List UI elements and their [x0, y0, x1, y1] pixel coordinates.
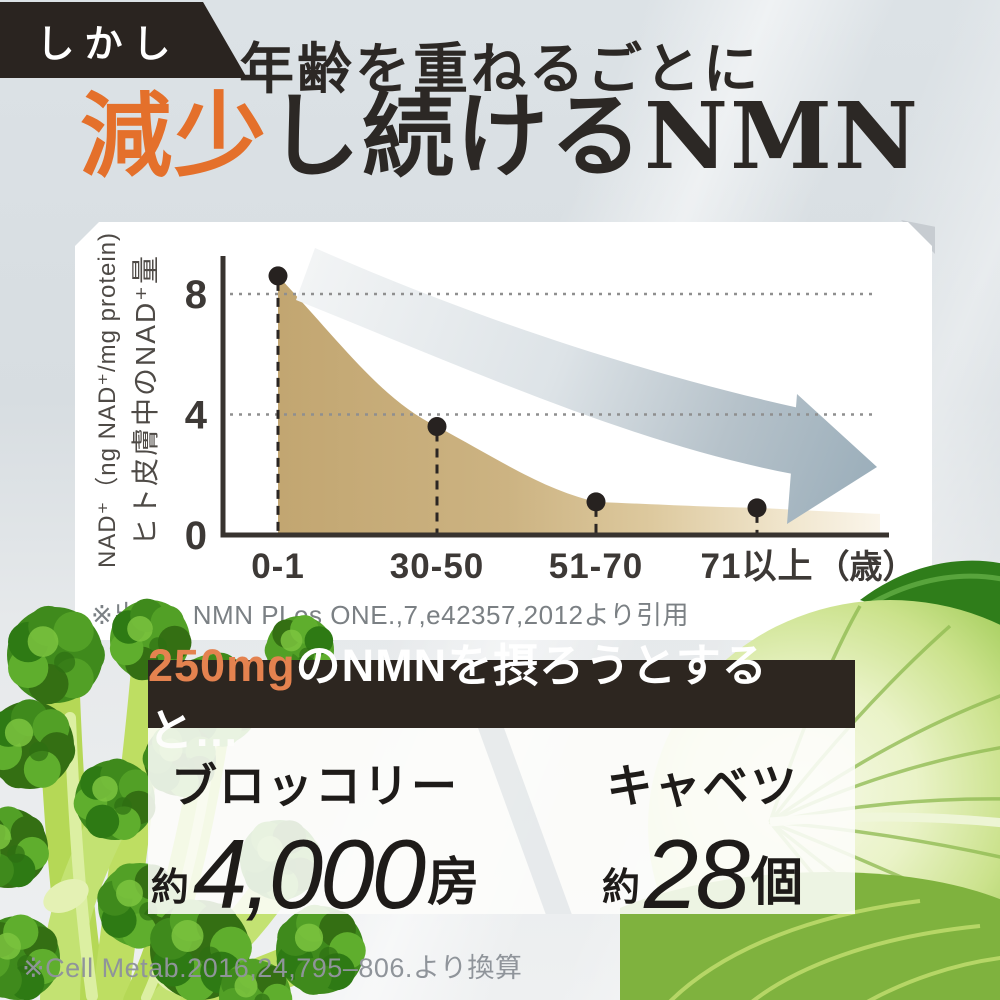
data-point-0: [268, 266, 288, 286]
ytick-8: 8: [185, 273, 207, 317]
banner-dose: 250mg: [148, 640, 296, 691]
broccoli-name: ブロッコリー: [171, 760, 459, 812]
nad-decline-chart: 0 4 8 0-1 30-50 51-70 71以上 （歳） NAD⁺（ng NAD⁺/mg p…: [94, 232, 916, 586]
chart-host: 0 4 8 0-1 30-50 51-70 71以上 （歳） NAD⁺（ng NAD⁺/mg p…: [75, 222, 932, 640]
y-axis-label-jp: ヒト皮膚中のNAD⁺量: [130, 254, 161, 546]
area-fill: [278, 275, 880, 535]
cabbage-amount: 28: [643, 819, 750, 929]
decline-arrow-head: [787, 394, 877, 524]
title-line1: 年齢を重ねるごとに: [238, 36, 761, 101]
cabbage-name: キャベツ: [606, 760, 799, 812]
title-line2: 減少し続けるNMN: [0, 85, 1000, 187]
however-badge-label: しかし: [36, 23, 181, 66]
broccoli-unit: 房: [427, 854, 480, 912]
cabbage-amount-row: 約28個: [550, 818, 855, 931]
data-point-1: [427, 417, 447, 437]
ytick-0: 0: [185, 514, 207, 558]
cabbage-column: キャベツ 約28個: [550, 728, 855, 929]
chart-card: 0 4 8 0-1 30-50 51-70 71以上 （歳） NAD⁺（ng NAD⁺/mg p…: [75, 222, 932, 640]
comparison-banner: 250mgのNMNを摂ろうとすると…: [148, 640, 855, 756]
chart-source-note: ※出典：NMN PLos ONE.,7,e42357,2012より引用: [91, 600, 689, 630]
x-unit-label: （歳）: [817, 548, 916, 585]
ytick-4: 4: [185, 394, 208, 438]
data-point-2: [586, 492, 606, 512]
however-badge: しかし: [0, 2, 247, 78]
xtick-2: 51-70: [549, 547, 644, 586]
decline-arrow-band: [296, 248, 799, 474]
xtick-3: 71以上: [701, 547, 814, 586]
conversion-footnote: ※Cell Metab.2016,24,795–806.より換算: [22, 953, 523, 983]
comparison-panel: ブロッコリー 約4,000房 キャベツ 約28個: [148, 728, 855, 929]
title-highlight: 減少: [79, 82, 268, 190]
broccoli-approx: 約: [150, 867, 189, 909]
cabbage-approx: 約: [601, 867, 640, 909]
xtick-1: 30-50: [390, 547, 485, 586]
broccoli-amount-row: 約4,000房: [148, 818, 482, 931]
broccoli-amount: 4,000: [192, 819, 426, 929]
axes: [220, 256, 889, 538]
data-point-3: [747, 498, 767, 518]
xtick-0: 0-1: [251, 547, 305, 586]
y-axis-label-en: NAD⁺（ng NAD⁺/mg protein): [94, 232, 121, 568]
cabbage-unit: 個: [751, 854, 804, 912]
title-rest: し続けるNMN: [267, 82, 921, 190]
broccoli-column: ブロッコリー 約4,000房: [148, 728, 482, 929]
